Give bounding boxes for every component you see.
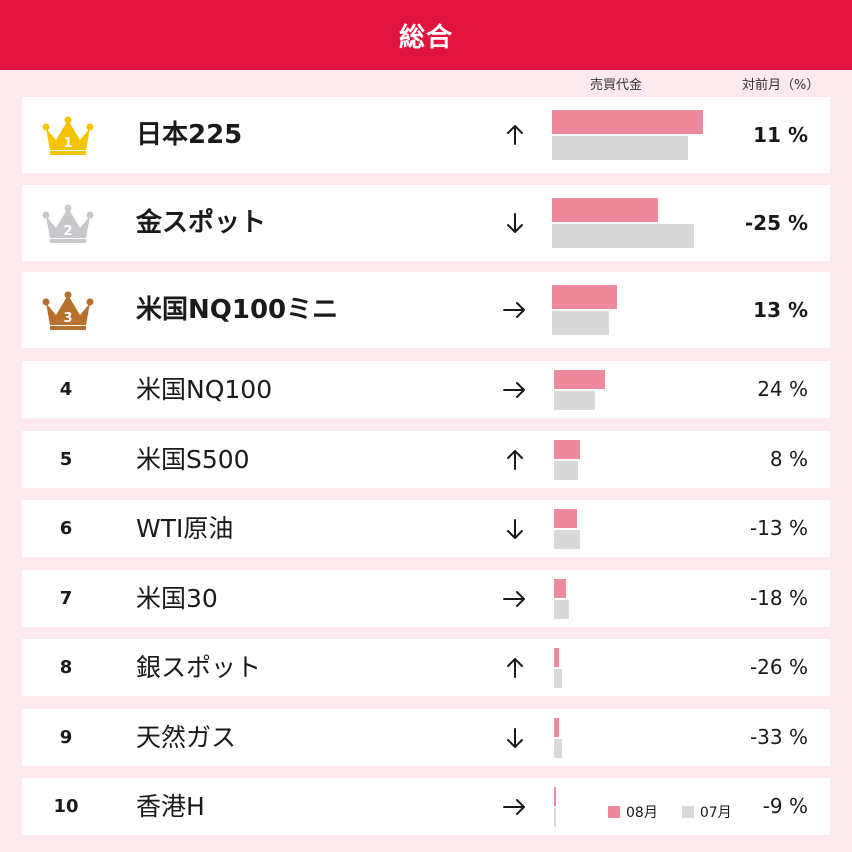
trend-flat-arrow-icon (503, 381, 525, 398)
rank-3-crown-icon: 3 (42, 291, 94, 330)
bar-previous-month (554, 390, 595, 410)
rank-number: 4 (59, 379, 73, 400)
instrument-name: 米国NQ100 (136, 375, 273, 404)
bar-current-month (552, 198, 658, 222)
ranking-row: 3 米国NQ100ミニ 13 % (22, 272, 830, 348)
bar-previous-month (554, 738, 562, 758)
instrument-name: WTI原油 (136, 514, 234, 543)
ranking-header: 総合 (0, 0, 852, 70)
legend-label-current: 08月 (626, 805, 658, 821)
rank-number: 5 (59, 449, 73, 470)
chart-legend: 08月 07月 (608, 802, 732, 822)
ranking-row: 1 日本225 11 % (22, 97, 830, 173)
change-percent: -9 % (762, 794, 808, 818)
ranking-row: 9 天然ガス -33 % (22, 709, 830, 766)
ranking-row: 10 香港H -9 % (22, 778, 830, 835)
header-title: 総合 (398, 22, 453, 53)
trend-up-arrow-icon (507, 657, 523, 678)
change-percent: 11 % (753, 123, 808, 147)
instrument-name: 銀スポット (136, 653, 262, 682)
instrument-name: 米国NQ100ミニ (136, 295, 339, 325)
ranking-row: 4 米国NQ100 24 % (22, 361, 830, 418)
rank-number: 7 (59, 588, 73, 609)
rank-1-crown-icon: 1 (42, 116, 94, 155)
bar-current-month (554, 369, 605, 389)
bar-previous-month (552, 224, 694, 248)
bar-current-month (554, 439, 580, 459)
rank-number: 3 (63, 311, 72, 326)
instrument-name: 米国S500 (136, 445, 250, 474)
change-percent: -33 % (749, 725, 808, 749)
change-percent: -18 % (749, 586, 808, 610)
bar-previous-month (554, 529, 580, 549)
bar-previous-month (554, 460, 578, 480)
mom-column-header: 対前月（%） (742, 78, 820, 93)
volume-column-header: 売買代金 (590, 78, 643, 93)
instrument-name: 日本225 (136, 120, 243, 150)
change-percent: -26 % (749, 655, 808, 679)
legend-label-previous: 07月 (699, 805, 732, 821)
bar-current-month (554, 508, 577, 528)
change-percent: -13 % (749, 516, 808, 540)
instrument-name: 金スポット (136, 208, 267, 238)
rank-number: 9 (59, 727, 73, 748)
bar-previous-month (552, 136, 688, 160)
ranking-row: 2 金スポット -25 % (22, 185, 830, 261)
rank-number: 1 (63, 136, 72, 151)
rank-number: 6 (59, 518, 73, 539)
trend-up-arrow-icon (507, 125, 523, 145)
trend-up-arrow-icon (507, 449, 523, 470)
trend-down-arrow-icon (507, 727, 523, 748)
trend-flat-arrow-icon (503, 590, 525, 607)
rank-2-crown-icon: 2 (42, 204, 94, 243)
trend-flat-arrow-icon (503, 302, 525, 318)
bar-current-month (554, 578, 566, 598)
change-percent: 13 % (753, 298, 808, 322)
change-percent: -25 % (744, 211, 808, 235)
ranking-row: 8 銀スポット -26 % (22, 639, 830, 696)
bar-current-month (554, 717, 559, 737)
legend-swatch-previous (681, 806, 694, 818)
legend-swatch-current (608, 806, 620, 818)
rank-number: 2 (63, 224, 72, 239)
bar-previous-month (554, 668, 562, 688)
rank-number: 8 (59, 657, 73, 678)
trend-down-arrow-icon (507, 518, 523, 539)
bar-previous-month (554, 807, 556, 827)
bar-current-month (552, 285, 617, 309)
bar-current-month (552, 110, 703, 134)
bar-current-month (554, 786, 556, 806)
change-percent: 8 % (769, 447, 808, 471)
trend-flat-arrow-icon (503, 798, 525, 815)
ranking-row: 6 WTI原油 -13 % (22, 500, 830, 557)
instrument-name: 米国30 (136, 584, 218, 613)
trend-down-arrow-icon (507, 213, 523, 233)
bar-previous-month (554, 599, 569, 619)
bar-current-month (554, 647, 559, 667)
rank-number: 10 (53, 796, 79, 817)
change-percent: 24 % (757, 377, 808, 401)
instrument-name: 香港H (136, 792, 205, 821)
ranking-row: 5 米国S500 8 % (22, 431, 830, 488)
instrument-name: 天然ガス (136, 723, 237, 752)
bar-previous-month (552, 311, 609, 335)
ranking-row: 7 米国30 -18 % (22, 570, 830, 627)
